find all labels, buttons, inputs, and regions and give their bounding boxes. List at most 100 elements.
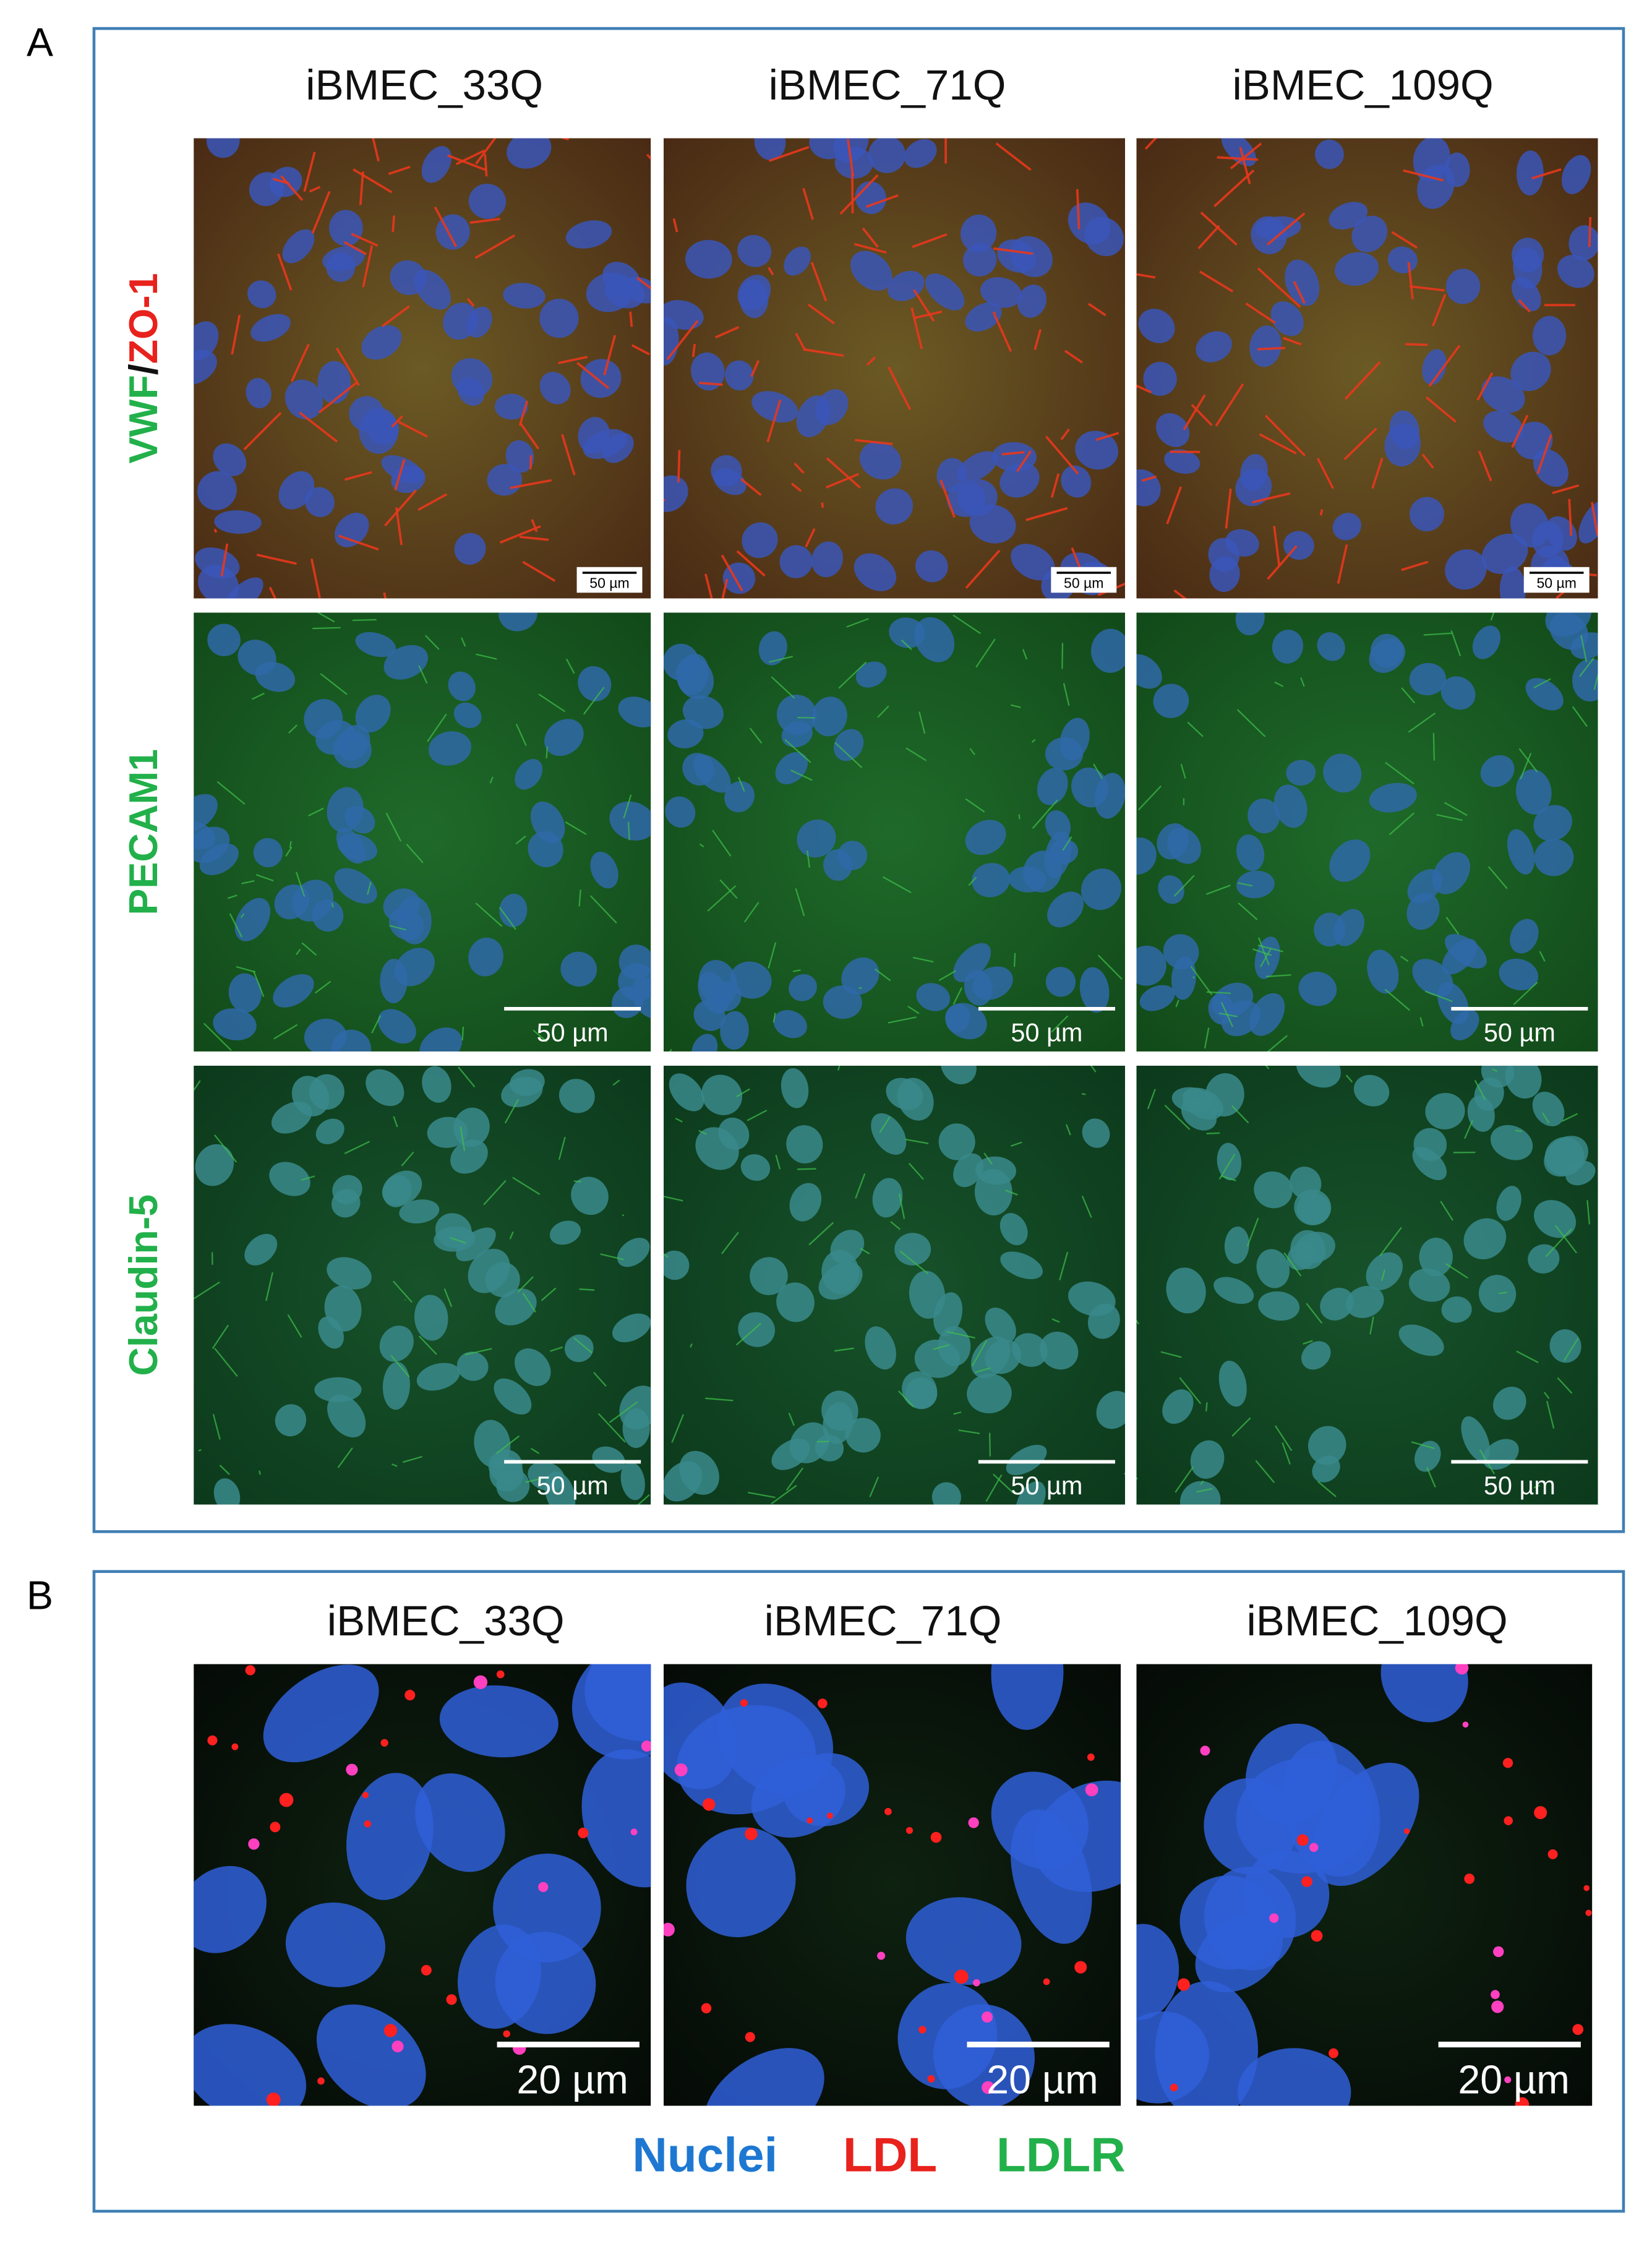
cell-nucleus bbox=[1525, 678, 1564, 711]
junction bbox=[1060, 428, 1070, 440]
cell-nucleus bbox=[664, 475, 688, 512]
junction bbox=[1183, 394, 1206, 430]
cell-nucleus bbox=[953, 943, 991, 982]
cell-nucleus bbox=[505, 440, 534, 473]
membrane bbox=[1580, 635, 1588, 662]
junction bbox=[913, 289, 935, 322]
cell-nucleus bbox=[967, 1373, 1012, 1413]
cell-nucleus bbox=[916, 983, 951, 1011]
ldl-puncta bbox=[1534, 1806, 1547, 1820]
cell-nucleus bbox=[1419, 1238, 1453, 1277]
membrane bbox=[1533, 1484, 1541, 1489]
ldl-puncta bbox=[404, 1690, 416, 1701]
junction bbox=[1518, 299, 1531, 313]
junction bbox=[558, 356, 588, 364]
cell-nucleus bbox=[915, 550, 948, 583]
cell-nucleus bbox=[1369, 638, 1405, 673]
membrane bbox=[287, 1314, 302, 1338]
junction bbox=[1076, 189, 1081, 229]
junction bbox=[1064, 349, 1083, 364]
junction bbox=[290, 343, 310, 382]
membrane bbox=[953, 1411, 962, 1415]
cell-nucleus bbox=[1572, 658, 1598, 702]
membrane bbox=[747, 1110, 768, 1121]
cell-nucleus bbox=[456, 1351, 489, 1381]
cell-nucleus bbox=[750, 1257, 788, 1295]
cell-nucleus bbox=[1196, 331, 1232, 362]
membrane bbox=[489, 776, 494, 784]
cell-nucleus bbox=[837, 841, 868, 870]
junction bbox=[510, 479, 552, 489]
cell-nucleus bbox=[823, 1402, 854, 1444]
cell-nucleus bbox=[905, 1377, 938, 1410]
cell-nucleus bbox=[1136, 1924, 1179, 2020]
membrane bbox=[1440, 1201, 1453, 1221]
membrane bbox=[898, 1193, 905, 1219]
membrane bbox=[295, 871, 306, 897]
membrane bbox=[637, 1494, 650, 1505]
cell-nucleus bbox=[938, 1123, 975, 1160]
membrane bbox=[834, 742, 863, 768]
membrane bbox=[1539, 951, 1546, 962]
junction bbox=[561, 434, 576, 476]
ldl-puncta bbox=[503, 2030, 510, 2037]
ldl-puncta bbox=[1491, 2000, 1504, 2013]
cell-nucleus bbox=[875, 488, 914, 525]
junction bbox=[499, 525, 541, 544]
junction bbox=[993, 314, 1012, 353]
membrane bbox=[402, 1455, 422, 1463]
membrane bbox=[918, 711, 926, 734]
cell-nucleus bbox=[1249, 993, 1285, 1036]
cell-nucleus bbox=[957, 479, 998, 516]
micrograph bbox=[664, 1066, 1126, 1505]
membrane bbox=[699, 843, 704, 847]
membrane bbox=[983, 1152, 993, 1165]
legend-entry: LDLR bbox=[996, 2127, 1126, 2182]
membrane bbox=[194, 1080, 201, 1092]
junction bbox=[939, 479, 956, 518]
junction bbox=[1401, 560, 1429, 572]
junction bbox=[914, 310, 943, 320]
cell-nucleus bbox=[985, 1308, 1016, 1343]
column-header: iBMEC_71Q bbox=[764, 1596, 1002, 1645]
cell-nucleus bbox=[737, 234, 772, 267]
micrograph bbox=[1136, 138, 1598, 599]
cell-nucleus bbox=[823, 985, 862, 1019]
cell-nucleus bbox=[1407, 869, 1442, 904]
cell-nucleus bbox=[797, 819, 836, 858]
membrane bbox=[1124, 1473, 1126, 1475]
junction bbox=[1293, 281, 1306, 304]
membrane bbox=[1411, 1441, 1435, 1449]
junction bbox=[768, 267, 774, 276]
cell-nucleus bbox=[466, 306, 492, 338]
cell-nucleus bbox=[833, 729, 864, 761]
junction bbox=[677, 450, 681, 483]
ldl-puncta bbox=[973, 1979, 980, 1987]
row-label: Claudin-5 bbox=[121, 1194, 166, 1376]
cell-nucleus bbox=[789, 1422, 829, 1463]
cell-nucleus bbox=[686, 1827, 796, 1938]
cell-nucleus bbox=[194, 826, 230, 863]
cell-nucleus bbox=[338, 724, 370, 761]
cell-nucleus bbox=[962, 243, 997, 276]
cell-nucleus bbox=[1510, 919, 1539, 954]
cell-nucleus bbox=[751, 391, 798, 423]
membrane bbox=[1231, 1417, 1251, 1437]
ldl-puncta bbox=[740, 1699, 748, 1707]
micrograph bbox=[664, 138, 1126, 599]
cell-nucleus bbox=[1409, 662, 1447, 696]
membrane bbox=[771, 1484, 797, 1505]
membrane bbox=[1238, 882, 1253, 887]
scale-bar-label: 50 µm bbox=[1484, 1471, 1556, 1500]
panel-label: B bbox=[27, 1574, 53, 1618]
cell-nucleus bbox=[620, 1462, 645, 1501]
cell-nucleus bbox=[1510, 351, 1551, 392]
cell-nucleus bbox=[1406, 893, 1440, 930]
cell-nucleus bbox=[1298, 972, 1337, 1006]
membrane bbox=[1192, 976, 1195, 979]
junction bbox=[839, 174, 879, 215]
scale-bar-label: 50 µm bbox=[1011, 1017, 1082, 1047]
cell-nucleus bbox=[198, 565, 239, 599]
junction bbox=[388, 166, 411, 175]
junction bbox=[1478, 450, 1492, 482]
